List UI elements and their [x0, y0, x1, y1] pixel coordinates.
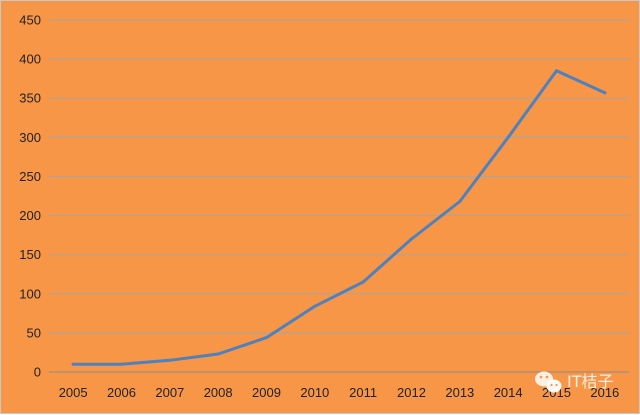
y-tick-label: 450 — [19, 13, 41, 28]
y-tick-labels: 0 50 100 150 200 250 300 350 400 450 — [19, 13, 41, 380]
data-point — [265, 336, 268, 340]
data-point — [71, 362, 75, 366]
gridlines — [49, 19, 629, 373]
data-point — [216, 352, 220, 356]
x-tick-label: 2016 — [590, 385, 619, 400]
y-tick-label: 200 — [19, 208, 41, 223]
y-tick-label: 250 — [19, 169, 41, 184]
data-point — [555, 69, 558, 73]
data-point — [410, 237, 413, 241]
x-tick-label: 2012 — [397, 385, 426, 400]
series-layer — [71, 69, 607, 366]
x-tick-label: 2006 — [107, 385, 136, 400]
y-tick-label: 100 — [19, 286, 41, 301]
watermark-text: IT桔子 — [567, 372, 614, 391]
x-tick-label: 2010 — [300, 385, 329, 400]
y-tick-label: 400 — [19, 52, 41, 67]
data-point — [361, 280, 365, 284]
x-tick-label: 2014 — [494, 385, 523, 400]
wechat-icon — [535, 371, 562, 393]
watermark: IT桔子 — [535, 371, 614, 393]
data-point — [603, 91, 607, 95]
x-tick-labels: 2005 2006 2007 2008 2009 2010 2011 2012 2013 2014… — [59, 385, 620, 400]
x-tick-label: 2007 — [155, 385, 184, 400]
data-point — [506, 135, 510, 139]
x-tick-label: 2005 — [59, 385, 88, 400]
x-tick-label: 2009 — [252, 385, 281, 400]
y-tick-label: 350 — [19, 91, 41, 106]
series-line — [71, 69, 607, 366]
x-tick-label: 2008 — [204, 385, 233, 400]
y-tick-label: 0 — [34, 365, 41, 380]
x-tick-label: 2011 — [349, 385, 377, 400]
data-point — [168, 358, 172, 362]
data-point — [458, 199, 462, 203]
x-tick-label: 2013 — [445, 385, 474, 400]
data-point — [313, 304, 317, 308]
y-tick-label: 300 — [19, 130, 41, 145]
y-tick-label: 150 — [19, 247, 41, 262]
data-point — [120, 362, 123, 366]
y-tick-label: 50 — [27, 325, 41, 340]
